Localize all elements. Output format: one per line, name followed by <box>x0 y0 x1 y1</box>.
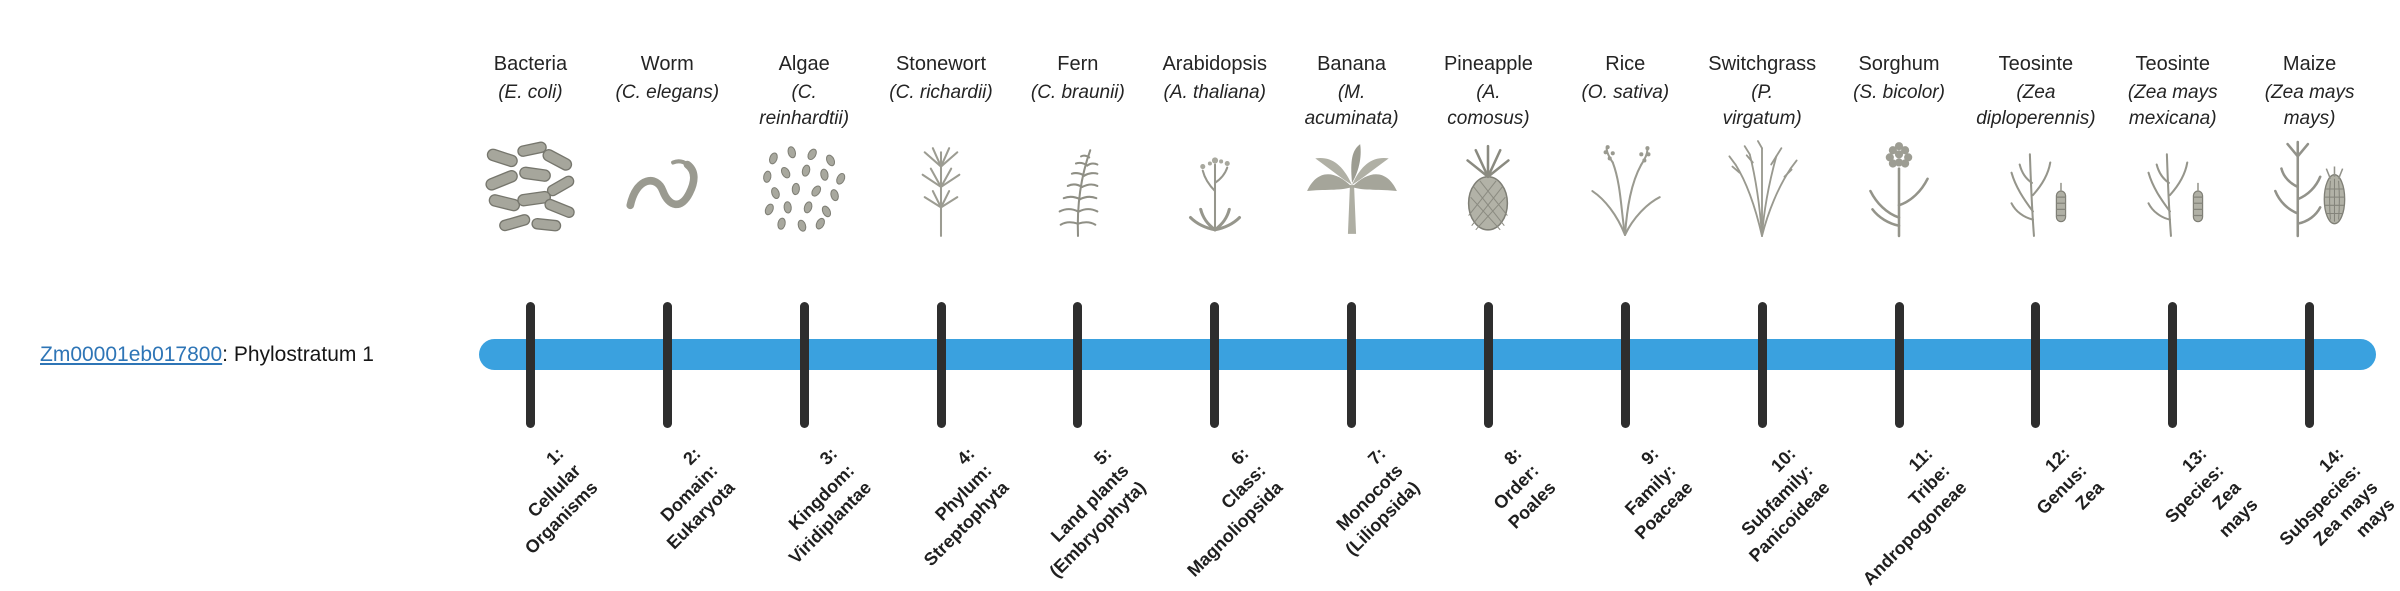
gene-phylostratum-text: : Phylostratum 1 <box>222 343 374 366</box>
timeline-tick <box>1073 302 1083 428</box>
worm-icon <box>614 138 720 240</box>
organism-scientific-name: (C. richardii) <box>889 82 993 103</box>
organism-name: Teosinte <box>1998 53 2074 75</box>
rice-icon <box>1591 144 1661 236</box>
timeline-tick <box>1347 302 1357 428</box>
stratum-label: 6: Class: Magnoliopsida <box>1182 443 1287 581</box>
organism-scientific-name: (P. virgatum) <box>1722 82 1802 129</box>
organism-column: Banana (M. acuminata) 7: Monocots (Lilio… <box>1283 0 1423 580</box>
organism-scientific-name: (S. bicolor) <box>1853 82 1945 103</box>
organism-scientific-name: (M. acuminata) <box>1304 82 1399 129</box>
organism-scientific-name: (C. elegans) <box>615 82 720 103</box>
organism-column: Arabidopsis (A. thaliana) 6: Class: Magn… <box>1146 0 1286 581</box>
organism-name: Fern <box>1057 53 1099 75</box>
stratum-label: 8: Order: Poales <box>1489 443 1560 533</box>
stratum-label: 5: Land plants (Embryophyta) <box>1045 443 1150 582</box>
teosinte-icon <box>2010 153 2067 237</box>
timeline-tick <box>1210 302 1220 428</box>
stratum-label: 9: Family: Poaceae <box>1621 443 1697 544</box>
stonewort-icon <box>921 147 961 237</box>
gene-id-link[interactable]: Zm00001eb017800 <box>40 343 223 366</box>
banana-icon <box>1306 144 1397 234</box>
organism-column: Rice (O. sativa) 9: Family: Poaceae <box>1557 0 1696 580</box>
organism-name: Pineapple <box>1443 53 1533 75</box>
organism-column: Bacteria (E. coli) 1: Cellular Organisms <box>462 0 602 580</box>
organism-scientific-name: (E. coli) <box>498 82 563 103</box>
stratum-label: 11: Tribe: Andropogoneae <box>1858 443 1971 590</box>
stratum-label: 14: Subspecies: Zea mays mays <box>2274 443 2399 550</box>
teosinte-icon <box>2147 153 2204 237</box>
stratum-label: 10: Subfamily: Panicoideae <box>1737 443 1834 566</box>
bacteria-icon <box>484 140 577 233</box>
timeline-tick <box>2168 302 2178 428</box>
organism-name: Maize <box>2282 53 2337 75</box>
maize-icon <box>2273 140 2346 238</box>
timeline-tick <box>1894 302 1904 428</box>
organism-scientific-name: (Zea mays mays) <box>2264 82 2355 129</box>
organism-column: Fern (C. braunii) 5: Land plants (Embryo… <box>1009 0 1149 581</box>
timeline-tick <box>1620 302 1630 428</box>
organism-column: Algae (C. reinhardtii) 3: Kingdom: Virid… <box>736 0 875 580</box>
organism-column: Sorghum (S. bicolor) 11: Tribe: Andropog… <box>1831 0 1970 589</box>
organism-scientific-name: (Zea mays mexicana) <box>2127 82 2218 129</box>
organism-name: Stonewort <box>895 53 987 75</box>
fern-icon <box>1058 149 1099 237</box>
organism-column: Stonewort (C. richardii) 4: Phylum: Stre… <box>873 0 1012 580</box>
sorghum-icon <box>1869 140 1929 238</box>
timeline-tick <box>525 302 535 428</box>
organism-column: Maize (Zea mays mays) 14: Subspecies: Ze… <box>2241 0 2398 580</box>
organism-scientific-name: (A. thaliana) <box>1163 82 1266 103</box>
organism-name: Worm <box>640 53 694 75</box>
organism-column: Teosinte (Zea diploperennis) 12: Genus: … <box>1967 0 2107 580</box>
organism-column: Teosinte (Zea mays mexicana) 13: Species… <box>2104 0 2261 580</box>
organism-scientific-name: (C. reinhardtii) <box>759 82 850 129</box>
switchgrass-icon <box>1728 140 1798 237</box>
stratum-label: 7: Monocots (Liliopsida) <box>1331 443 1424 560</box>
organism-column: Switchgrass (P. virgatum) 10: Subfamily:… <box>1694 0 1833 580</box>
organism-name: Sorghum <box>1858 53 1940 75</box>
organism-name: Algae <box>778 53 830 75</box>
organism-scientific-name: (C. braunii) <box>1030 82 1125 103</box>
organism-column: Pineapple (A. comosus) 8: Order: Poales <box>1420 0 1560 580</box>
organism-name: Arabidopsis <box>1162 53 1267 75</box>
organism-columns: Bacteria (E. coli) 1: Cellular Organisms… <box>462 0 2398 589</box>
organism-scientific-name: (Zea diploperennis) <box>1976 82 2096 129</box>
organism-name: Rice <box>1605 53 1646 75</box>
timeline-tick <box>799 302 809 428</box>
organism-name: Banana <box>1317 53 1387 75</box>
arabidopsis-icon <box>1188 155 1241 232</box>
organism-column: Worm (C. elegans) 2: Domain: Eukaryota <box>599 0 739 580</box>
organism-name: Switchgrass <box>1708 53 1817 75</box>
timeline-tick <box>1757 302 1767 428</box>
stratum-label: 3: Kingdom: Viridiplantae <box>785 443 876 568</box>
pineapple-icon <box>1466 144 1511 232</box>
phylostratum-timeline-bar <box>479 339 2376 370</box>
organism-scientific-name: (A. comosus) <box>1447 82 1530 129</box>
organism-name: Teosinte <box>2135 53 2210 75</box>
stratum-label: 1: Cellular Organisms <box>521 443 602 558</box>
stratum-label: 2: Domain: Eukaryota <box>656 443 739 554</box>
gene-label: Zm00001eb017800: Phylostratum 1 <box>40 343 374 367</box>
timeline-tick <box>2031 302 2041 428</box>
stratum-label: 12: Genus: Zea <box>2032 443 2108 519</box>
timeline-tick <box>1483 302 1493 428</box>
algae-icon <box>762 145 847 233</box>
timeline-tick <box>662 302 672 428</box>
stratum-label: 4: Phylum: Streptophyta <box>919 443 1013 570</box>
organism-name: Bacteria <box>493 53 568 75</box>
timeline-tick <box>936 302 946 428</box>
timeline-tick <box>2305 302 2315 428</box>
organism-scientific-name: (O. sativa) <box>1581 82 1670 103</box>
